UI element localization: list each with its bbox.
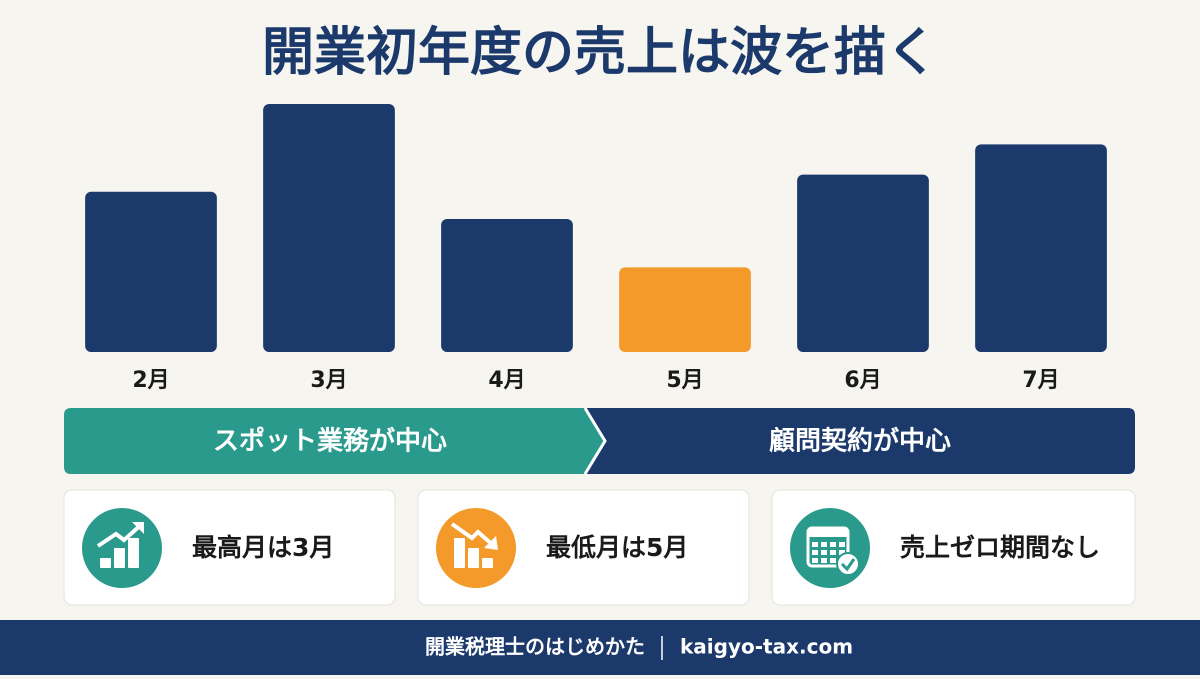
icon-part <box>821 558 827 563</box>
x-tick-label: 6月 <box>844 368 881 393</box>
bar <box>441 218 573 352</box>
icon-part <box>128 538 139 568</box>
bar <box>263 104 395 352</box>
icon-part <box>839 550 845 555</box>
icon-part <box>821 550 827 555</box>
icon-part <box>454 538 465 568</box>
icon-part <box>100 558 111 568</box>
footer-band <box>0 620 1200 675</box>
icon-part <box>450 522 496 548</box>
x-tick-label: 7月 <box>1022 368 1059 393</box>
highlight-label: 最低月は5月 <box>546 533 688 562</box>
x-tick-label: 3月 <box>310 368 347 393</box>
x-tick-label: 5月 <box>666 368 703 393</box>
highlight-card <box>771 489 1136 606</box>
icon-part <box>840 558 856 572</box>
icon-part <box>114 548 125 568</box>
x-tick-label: 4月 <box>488 368 525 393</box>
icon-part <box>812 550 818 555</box>
icon-part <box>96 522 144 548</box>
icon-part <box>839 542 845 547</box>
icon-part <box>812 558 818 563</box>
bar <box>975 144 1107 352</box>
icon-part <box>821 542 827 547</box>
chart-title: 開業初年度の売上は波を描く <box>262 23 938 83</box>
icon-part <box>808 528 848 537</box>
bar <box>85 191 217 352</box>
highlight-icon <box>790 508 870 588</box>
icons <box>96 522 860 576</box>
icon-part <box>482 558 493 568</box>
phase-label: スポット業務が中心 <box>213 426 447 457</box>
phase-label: 顧問契約が中心 <box>769 426 951 457</box>
icon-part <box>132 522 144 534</box>
icon-part <box>830 550 836 555</box>
phase-band <box>585 408 1135 474</box>
icon-part <box>468 548 479 568</box>
bar <box>619 267 751 352</box>
icon-part <box>484 536 498 550</box>
icon-part <box>830 542 836 547</box>
icon-part <box>830 558 836 563</box>
bar <box>797 174 929 352</box>
icon-part <box>836 552 860 576</box>
footer-url: kaigyo-tax.com <box>680 635 853 659</box>
highlight-label: 売上ゼロ期間なし <box>900 533 1100 562</box>
icon-part <box>812 542 818 547</box>
x-tick-label: 2月 <box>132 368 169 393</box>
phase-divider <box>583 407 607 475</box>
phase-band <box>64 408 605 474</box>
footer-site-name: 開業税理士のはじめかた <box>425 635 645 659</box>
highlight-label: 最高月は3月 <box>192 533 334 562</box>
